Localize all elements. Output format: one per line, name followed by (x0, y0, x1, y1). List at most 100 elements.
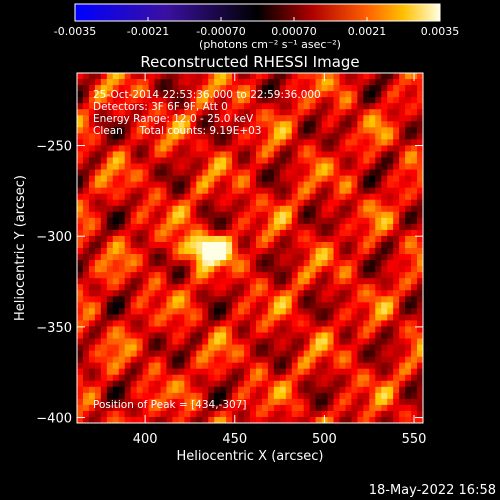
heatmap-cell (100, 368, 108, 376)
heatmap-cell (238, 133, 245, 140)
heatmap-cell (255, 103, 263, 110)
heatmap-cell (202, 91, 209, 98)
heatmap-cell (297, 380, 305, 388)
heatmap-cell (220, 302, 227, 309)
heatmap-cell (345, 350, 353, 358)
heatmap-cell (136, 344, 144, 352)
heatmap-cell (285, 260, 293, 267)
heatmap-cell (142, 103, 150, 110)
heatmap-cell (273, 278, 281, 285)
heatmap-cell (327, 115, 335, 122)
heatmap-cell (112, 368, 120, 376)
heatmap-cell (417, 416, 423, 423)
heatmap-cell (369, 320, 376, 328)
heatmap-cell (208, 97, 215, 104)
heatmap-cell (351, 398, 358, 406)
heatmap-cell (255, 139, 263, 147)
heatmap-cell (106, 199, 114, 207)
heatmap-cell (351, 151, 358, 159)
heatmap-cell (291, 260, 299, 267)
heatmap-cell (82, 392, 90, 400)
heatmap-cell (190, 229, 197, 237)
heatmap-cell (399, 115, 406, 122)
heatmap-cell (375, 181, 382, 189)
heatmap-cell (142, 326, 150, 334)
heatmap-cell (363, 362, 370, 370)
heatmap-cell (250, 308, 257, 315)
heatmap-cell (130, 296, 138, 303)
heatmap-cell (261, 217, 269, 225)
heatmap-cell (184, 338, 191, 346)
heatmap-cell (142, 332, 150, 340)
heatmap-cell (244, 103, 251, 110)
heatmap-cell (142, 121, 150, 128)
heatmap-cell (196, 73, 203, 80)
heatmap-cell (172, 145, 180, 153)
heatmap-cell (309, 272, 317, 279)
heatmap-cell (291, 169, 299, 177)
heatmap-cell (226, 398, 233, 406)
heatmap-cell (321, 392, 329, 400)
heatmap-cell (136, 241, 144, 249)
heatmap-cell (214, 284, 221, 291)
heatmap-cell (315, 332, 323, 340)
heatmap-cell (94, 260, 102, 267)
heatmap-cell (178, 392, 185, 400)
heatmap-cell (315, 290, 323, 297)
heatmap-cell (118, 145, 126, 153)
heatmap-cell (369, 103, 376, 110)
heatmap-cell (106, 284, 114, 291)
heatmap-cell (160, 380, 168, 388)
heatmap-cell (345, 115, 353, 122)
heatmap-cell (333, 266, 341, 273)
heatmap-cell (399, 157, 406, 165)
heatmap-cell (309, 278, 317, 285)
colorbar (75, 4, 440, 21)
heatmap-cell (399, 326, 406, 334)
heatmap-cell (375, 97, 382, 104)
heatmap-cell (77, 254, 84, 261)
heatmap-cell (154, 181, 162, 189)
heatmap-cell (357, 350, 364, 358)
heatmap-cell (267, 332, 275, 340)
heatmap-cell (393, 115, 400, 122)
heatmap-cell (375, 211, 382, 219)
heatmap-cell (393, 284, 400, 291)
heatmap-cell (202, 235, 209, 243)
heatmap-cell (261, 404, 269, 412)
heatmap-cell (196, 380, 203, 388)
heatmap-cell (118, 163, 126, 171)
heatmap-cell (226, 187, 233, 195)
heatmap-cell (160, 187, 168, 195)
heatmap-cell (226, 362, 233, 370)
heatmap-cell (405, 97, 412, 104)
heatmap-cell (297, 241, 305, 249)
heatmap-cell (297, 115, 305, 122)
heatmap-cell (178, 73, 185, 80)
heatmap-cell (333, 205, 341, 213)
heatmap-cell (369, 235, 376, 243)
heatmap-cell (255, 326, 263, 334)
heatmap-cell (202, 175, 209, 183)
heatmap-cell (118, 284, 126, 291)
heatmap-cell (88, 278, 96, 285)
heatmap-cell (303, 248, 311, 255)
heatmap-cell (363, 410, 370, 418)
heatmap-cell (142, 181, 150, 189)
heatmap-cell (106, 91, 114, 98)
heatmap-cell (285, 248, 293, 255)
heatmap-cell (220, 320, 227, 328)
heatmap-cell (250, 235, 257, 243)
heatmap-cell (190, 151, 197, 159)
heatmap-cell (142, 91, 150, 98)
heatmap-cell (261, 223, 269, 231)
heatmap-cell (417, 223, 423, 231)
heatmap-cell (220, 410, 227, 418)
heatmap-cell (166, 115, 174, 122)
heatmap-cell (202, 380, 209, 388)
heatmap-cell (196, 79, 203, 86)
heatmap-cell (88, 362, 96, 370)
heatmap-cell (381, 320, 388, 328)
heatmap-cell (345, 380, 353, 388)
heatmap-cell (255, 416, 263, 423)
